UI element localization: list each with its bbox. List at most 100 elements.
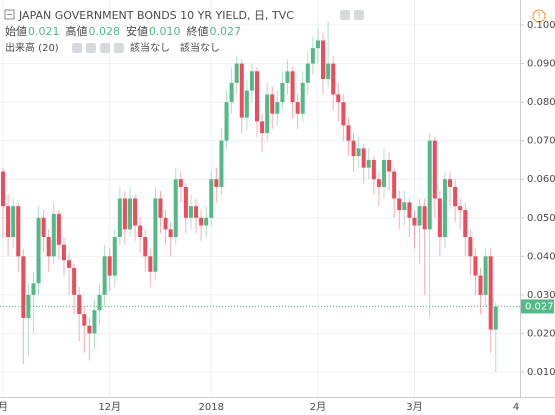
candle-body bbox=[275, 102, 280, 114]
candle-body bbox=[67, 260, 72, 268]
icon-button[interactable] bbox=[354, 10, 364, 20]
candle-body bbox=[448, 179, 453, 187]
candle-body bbox=[417, 206, 422, 226]
last-price-label: 0.027 bbox=[525, 301, 554, 312]
candle-body bbox=[214, 179, 219, 187]
x-tick-label: 2018 bbox=[199, 402, 224, 413]
candle-body bbox=[143, 237, 148, 257]
candle-body bbox=[371, 159, 376, 180]
icon-button[interactable] bbox=[340, 10, 350, 20]
candle-body bbox=[478, 275, 483, 295]
candle-body bbox=[437, 198, 442, 238]
y-tick-label: 0.020 bbox=[527, 328, 555, 339]
candle-body bbox=[255, 71, 259, 122]
candles bbox=[1, 21, 498, 372]
icon-button[interactable] bbox=[72, 43, 82, 53]
candle-body bbox=[234, 63, 239, 83]
candle-body bbox=[102, 256, 107, 295]
candle-body bbox=[331, 63, 336, 95]
candle-body bbox=[488, 256, 493, 330]
candle-body bbox=[483, 256, 488, 295]
candle-body bbox=[310, 48, 315, 64]
candle-body bbox=[117, 198, 122, 238]
candle-body bbox=[112, 237, 117, 276]
candle-body bbox=[463, 210, 468, 238]
candle-body bbox=[392, 171, 397, 199]
icon-button[interactable] bbox=[114, 43, 124, 53]
candle-body bbox=[321, 40, 326, 80]
candle-body bbox=[77, 294, 82, 315]
candle-body bbox=[412, 217, 417, 226]
candle-body bbox=[270, 94, 275, 114]
candle-body bbox=[87, 325, 92, 334]
candle-body bbox=[422, 206, 427, 230]
x-tick-label: 月 bbox=[0, 401, 8, 413]
y-tick-label: 0.030 bbox=[527, 290, 555, 301]
candle-body bbox=[305, 63, 310, 83]
candle-body bbox=[366, 159, 371, 168]
legend-value: 0.027 bbox=[210, 25, 242, 38]
icon-button[interactable] bbox=[100, 43, 110, 53]
legend-value: 0.010 bbox=[149, 25, 181, 38]
candle-body bbox=[11, 206, 16, 238]
legend-label: 安値 bbox=[126, 24, 148, 38]
candle-body bbox=[336, 94, 341, 103]
collapse-icon[interactable] bbox=[4, 9, 15, 20]
y-tick-label: 0.010 bbox=[527, 367, 555, 378]
candle-body bbox=[36, 217, 41, 284]
candle-body bbox=[458, 206, 463, 211]
warning-icon[interactable] bbox=[532, 9, 546, 23]
candle-body bbox=[204, 217, 209, 226]
candle-body bbox=[442, 179, 447, 238]
candle-body bbox=[326, 63, 331, 80]
candle-body bbox=[346, 125, 351, 141]
candle-body bbox=[361, 148, 366, 168]
candle-body bbox=[397, 198, 402, 211]
candle-body bbox=[128, 198, 132, 230]
candle-body bbox=[315, 40, 320, 49]
candle-body bbox=[229, 82, 234, 103]
x-tick-label: 4 bbox=[513, 402, 519, 413]
candle-body bbox=[387, 159, 392, 172]
legend-value: 0.028 bbox=[89, 25, 121, 38]
candle-body bbox=[82, 314, 87, 326]
candle-body bbox=[473, 256, 478, 276]
chart-title: JAPAN GOVERNMENT BONDS 10 YR YIELD, 日, T… bbox=[18, 9, 294, 22]
candle-body bbox=[244, 90, 249, 118]
y-tick-label: 0.040 bbox=[527, 251, 555, 262]
candle-body bbox=[290, 71, 295, 103]
candle-body bbox=[280, 82, 285, 103]
warning-mark: ! bbox=[537, 12, 541, 22]
candle-body bbox=[107, 256, 112, 276]
candle-body bbox=[285, 71, 290, 83]
candle-body bbox=[382, 159, 386, 187]
candle-body bbox=[72, 267, 77, 295]
candle-body bbox=[26, 294, 31, 318]
legend-label: 始値 bbox=[5, 24, 27, 38]
candle-body bbox=[61, 244, 66, 261]
candle-body bbox=[407, 202, 412, 218]
candle-body bbox=[224, 102, 229, 141]
icon-button[interactable] bbox=[86, 43, 96, 53]
candle-body bbox=[1, 171, 5, 207]
indicator-name: 出来高 (20) bbox=[5, 41, 59, 54]
y-tick-label: 0.070 bbox=[527, 136, 555, 147]
candle-body bbox=[188, 206, 193, 218]
candle-body bbox=[51, 213, 56, 257]
indicator-value: 該当なし bbox=[180, 41, 220, 54]
candle-body bbox=[432, 140, 437, 199]
candle-body bbox=[209, 179, 214, 218]
candle-body bbox=[92, 310, 97, 334]
x-tick-label: 3月 bbox=[406, 401, 422, 413]
candle-body bbox=[453, 186, 458, 207]
candle-body bbox=[351, 140, 356, 157]
y-tick-label: 0.050 bbox=[527, 213, 555, 224]
candle-body bbox=[158, 198, 163, 218]
candle-body bbox=[194, 206, 199, 218]
candle-body bbox=[468, 237, 473, 257]
candle-body bbox=[97, 294, 102, 311]
candle-body bbox=[178, 179, 183, 187]
x-tick-label: 12月 bbox=[98, 401, 121, 413]
x-tick-label: 2月 bbox=[310, 401, 326, 413]
